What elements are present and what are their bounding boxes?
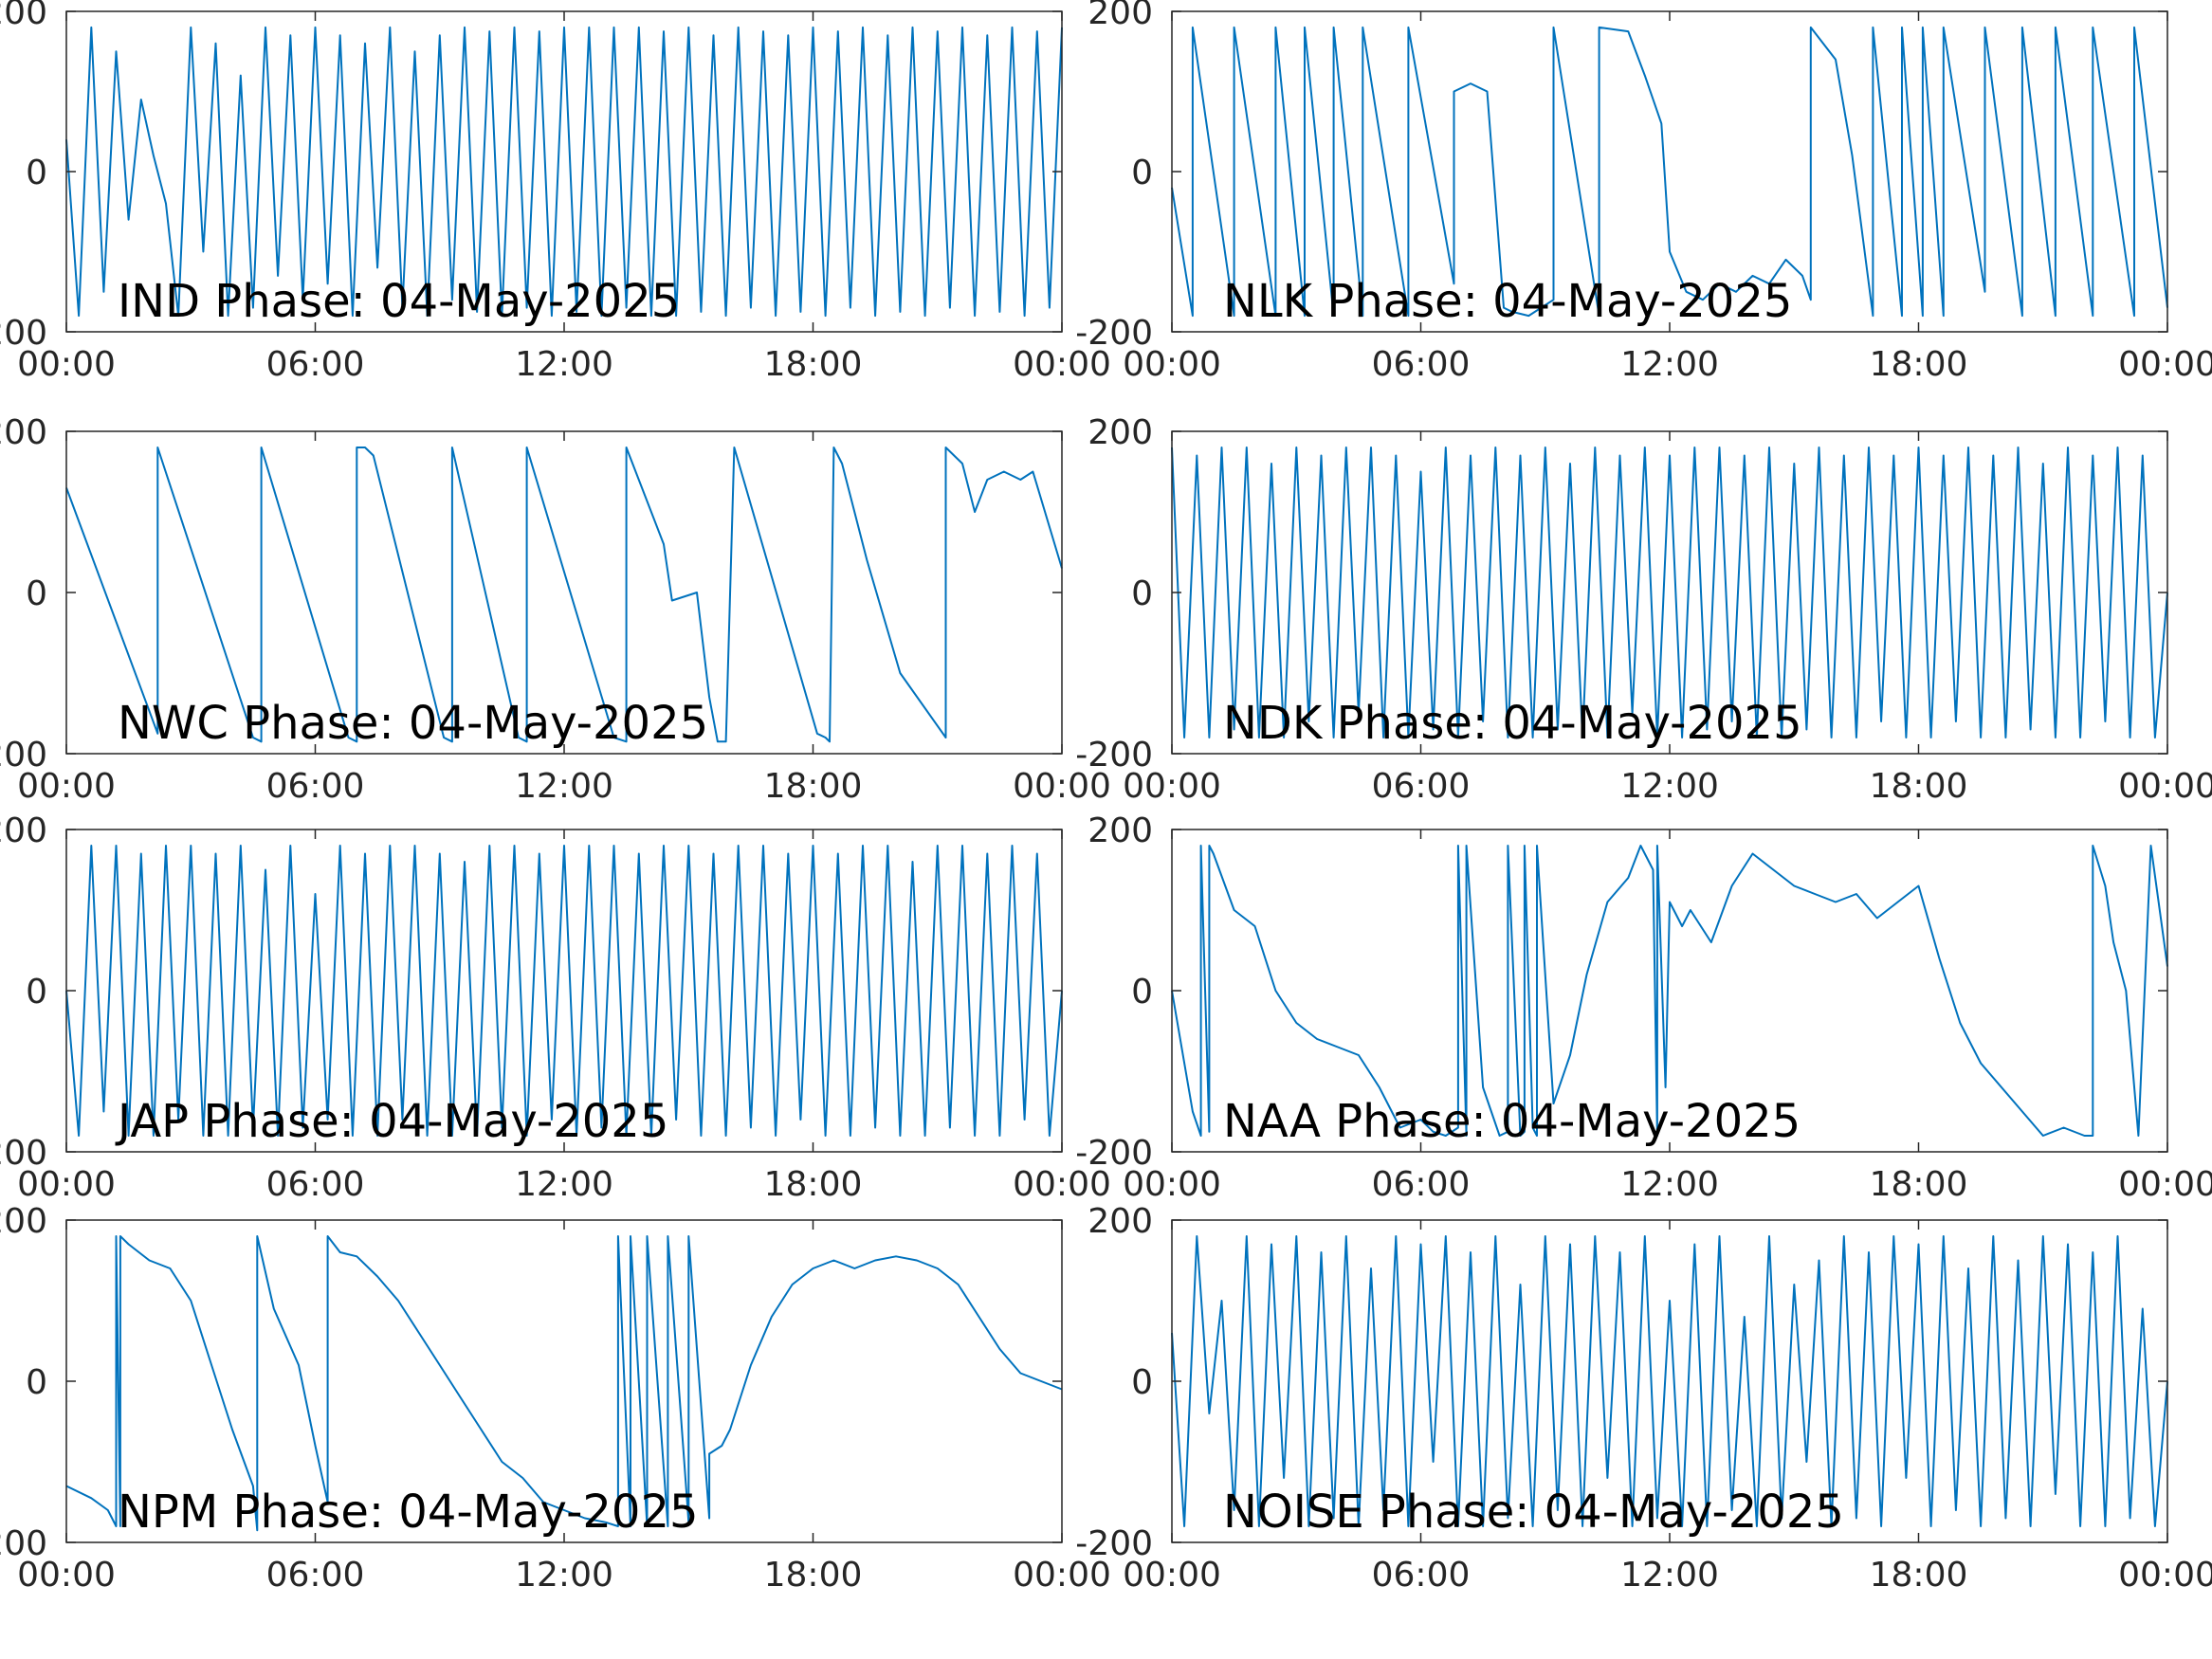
x-tick-label: 00:00 (1123, 1165, 1221, 1204)
x-tick-label: 00:00 (17, 767, 116, 806)
phase-trace-ndk (1171, 447, 2168, 738)
x-tick-label: 00:00 (2118, 1556, 2212, 1595)
y-tick-label: 0 (1131, 973, 1153, 1012)
y-tick-label: 0 (26, 1363, 47, 1402)
x-tick-label: 00:00 (1013, 1165, 1111, 1204)
y-tick-label: -200 (1075, 1134, 1153, 1173)
x-tick-label: 18:00 (1870, 345, 1968, 384)
phase-trace-jap (65, 845, 1063, 1137)
panel-title-ind: IND Phase: 04-May-2025 (118, 275, 680, 328)
y-tick-label: 0 (1131, 1363, 1153, 1402)
x-tick-label: 00:00 (1013, 345, 1111, 384)
phase-trace-npm (65, 1235, 1063, 1532)
y-tick-label: 200 (0, 811, 47, 850)
x-tick-label: 12:00 (1620, 1556, 1719, 1595)
phase-trace-naa (1171, 845, 2168, 1137)
x-tick-label: 06:00 (266, 767, 365, 806)
y-tick-label: 200 (0, 1202, 47, 1241)
x-tick-label: 06:00 (266, 345, 365, 384)
y-tick-label: -200 (1075, 314, 1153, 353)
x-tick-label: 00:00 (1013, 767, 1111, 806)
panel-title-nwc: NWC Phase: 04-May-2025 (118, 697, 708, 750)
x-tick-label: 06:00 (1372, 345, 1471, 384)
x-tick-label: 06:00 (1372, 767, 1471, 806)
x-tick-label: 18:00 (1870, 1165, 1968, 1204)
phase-trace-ind (65, 26, 1063, 318)
y-tick-label: -200 (0, 1524, 47, 1563)
x-tick-label: 12:00 (515, 1556, 613, 1595)
x-tick-label: 00:00 (2118, 767, 2212, 806)
x-tick-label: 00:00 (17, 1556, 116, 1595)
x-tick-label: 12:00 (1620, 767, 1719, 806)
x-tick-label: 12:00 (1620, 1165, 1719, 1204)
x-tick-label: 06:00 (266, 1165, 365, 1204)
x-tick-label: 00:00 (2118, 1165, 2212, 1204)
y-tick-label: 200 (0, 0, 47, 32)
x-tick-label: 18:00 (1870, 767, 1968, 806)
x-tick-label: 00:00 (17, 1165, 116, 1204)
y-tick-label: 200 (1088, 413, 1153, 452)
x-tick-label: 18:00 (764, 1165, 863, 1204)
x-tick-label: 06:00 (1372, 1556, 1471, 1595)
x-tick-label: 12:00 (1620, 345, 1719, 384)
y-tick-label: -200 (1075, 736, 1153, 775)
x-tick-label: 00:00 (1013, 1556, 1111, 1595)
y-tick-label: 0 (1131, 154, 1153, 192)
phase-trace-nlk (1171, 26, 2168, 318)
x-tick-label: 00:00 (2118, 345, 2212, 384)
x-tick-label: 18:00 (1870, 1556, 1968, 1595)
x-tick-label: 00:00 (1123, 345, 1221, 384)
y-tick-label: 0 (26, 973, 47, 1012)
panel-title-ndk: NDK Phase: 04-May-2025 (1223, 697, 1802, 750)
panel-title-npm: NPM Phase: 04-May-2025 (118, 1486, 699, 1539)
y-tick-label: -200 (0, 736, 47, 775)
y-tick-label: -200 (0, 1134, 47, 1173)
y-tick-label: 200 (1088, 811, 1153, 850)
x-tick-label: 18:00 (764, 1556, 863, 1595)
y-tick-label: -200 (1075, 1524, 1153, 1563)
y-tick-label: 0 (26, 154, 47, 192)
y-tick-label: 0 (26, 574, 47, 613)
y-tick-label: 200 (1088, 1202, 1153, 1241)
x-tick-label: 06:00 (266, 1556, 365, 1595)
y-tick-label: -200 (0, 314, 47, 353)
panel-title-naa: NAA Phase: 04-May-2025 (1223, 1095, 1801, 1148)
panel-title-nlk: NLK Phase: 04-May-2025 (1223, 275, 1792, 328)
x-tick-label: 12:00 (515, 1165, 613, 1204)
x-tick-label: 00:00 (17, 345, 116, 384)
x-tick-label: 12:00 (515, 345, 613, 384)
x-tick-label: 00:00 (1123, 767, 1221, 806)
phase-trace-noise (1171, 1235, 2168, 1527)
y-tick-label: 200 (0, 413, 47, 452)
x-tick-label: 00:00 (1123, 1556, 1221, 1595)
x-tick-label: 12:00 (515, 767, 613, 806)
y-tick-label: 200 (1088, 0, 1153, 32)
panel-title-noise: NOISE Phase: 04-May-2025 (1223, 1486, 1844, 1539)
x-tick-label: 18:00 (764, 767, 863, 806)
panel-title-jap: JAP Phase: 04-May-2025 (115, 1095, 668, 1148)
phase-trace-nwc (65, 447, 1063, 743)
x-tick-label: 06:00 (1372, 1165, 1471, 1204)
y-tick-label: 0 (1131, 574, 1153, 613)
x-tick-label: 18:00 (764, 345, 863, 384)
